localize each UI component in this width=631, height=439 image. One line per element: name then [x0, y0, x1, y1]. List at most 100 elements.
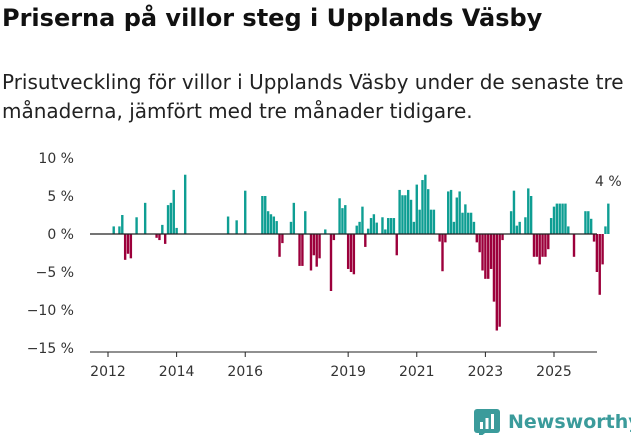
bar: [532, 234, 536, 257]
bar: [547, 234, 550, 250]
bar: [158, 234, 161, 241]
brand-name: Newsworthy: [508, 411, 631, 433]
bar: [429, 209, 433, 234]
bar: [298, 234, 301, 266]
bar: [372, 214, 376, 234]
bar: [364, 234, 367, 247]
bar: [595, 234, 599, 272]
x-tick-label: 2014: [159, 364, 195, 380]
bar: [495, 234, 499, 331]
chart-title: Priserna på villor steg i Upplands Väsby: [2, 4, 543, 32]
bar: [269, 214, 273, 234]
bar: [292, 202, 296, 234]
newsworthy-logo[interactable]: Newsworthy: [474, 409, 631, 435]
bar: [352, 234, 356, 275]
x-tick-label: 2025: [536, 364, 572, 380]
bar: [395, 234, 398, 256]
bar: [512, 190, 516, 234]
bar: [529, 196, 533, 234]
bar: [169, 202, 173, 234]
bar: [329, 234, 333, 291]
bar: [498, 234, 501, 327]
bar: [432, 209, 436, 234]
bar: [406, 189, 410, 234]
bar: [118, 226, 121, 234]
bar: [386, 218, 390, 234]
bar: [175, 227, 178, 234]
bar: [261, 196, 264, 234]
bar: [349, 234, 353, 272]
bar: [398, 189, 401, 234]
bar: [172, 189, 175, 234]
bar: [366, 228, 370, 234]
x-tick-label: 2023: [468, 364, 504, 380]
bar: [538, 234, 541, 265]
bar: [338, 198, 341, 234]
bar: [592, 234, 596, 242]
value-annotation: 4 %: [595, 174, 622, 190]
bar: [332, 234, 336, 241]
bar: [155, 234, 158, 238]
bar: [304, 211, 307, 234]
bar: [567, 226, 570, 234]
bar: [384, 229, 387, 234]
y-tick-label: −10 %: [27, 303, 74, 319]
bar: [458, 191, 461, 234]
bar: [589, 218, 593, 234]
bar: [401, 195, 404, 234]
bar: [489, 234, 493, 269]
bar: [447, 191, 450, 234]
bar: [375, 222, 378, 234]
bar: [469, 212, 473, 234]
bar: [272, 216, 276, 234]
bar: [484, 234, 487, 279]
bar: [341, 208, 344, 234]
bar: [163, 234, 167, 244]
bar: [369, 218, 373, 234]
bar: [472, 221, 476, 234]
x-tick-label: 2016: [227, 364, 263, 380]
bar: [438, 234, 441, 242]
bar: [264, 196, 267, 234]
chart-subtitle: Prisutveckling för villor i Upplands Väs…: [2, 70, 624, 123]
bar: [598, 234, 601, 295]
bar: [344, 205, 347, 234]
bar: [487, 234, 490, 279]
bar: [552, 206, 556, 234]
bar: [112, 226, 115, 234]
bar: [478, 234, 481, 253]
bar: [161, 224, 164, 234]
bar: [226, 216, 230, 234]
bar: [555, 203, 559, 234]
bar: [475, 234, 479, 243]
bar: [572, 234, 576, 257]
bar: [312, 234, 316, 256]
bar: [452, 221, 456, 234]
x-tick-label: 2012: [90, 364, 126, 380]
bar: [518, 221, 521, 234]
y-tick-label: 0 %: [47, 227, 74, 243]
y-tick-label: −15 %: [27, 341, 74, 357]
bar: [481, 234, 484, 271]
bar: [421, 180, 424, 234]
bar: [564, 203, 567, 234]
bar: [135, 217, 138, 234]
bar: [281, 234, 284, 244]
bar: [355, 225, 358, 234]
bar: [409, 199, 413, 234]
bar: [324, 229, 327, 234]
bar: [166, 205, 170, 234]
y-tick-label: 10 %: [38, 151, 74, 167]
bar: [427, 189, 430, 234]
bar: [123, 234, 127, 260]
bar: [541, 234, 544, 257]
bar: [309, 234, 313, 271]
bar: [129, 234, 133, 259]
bar: [501, 234, 504, 241]
bar: [418, 209, 421, 234]
bar: [561, 203, 564, 234]
bar: [535, 234, 539, 257]
bar: [346, 234, 350, 269]
bar: [244, 190, 247, 234]
bar: [544, 234, 547, 257]
